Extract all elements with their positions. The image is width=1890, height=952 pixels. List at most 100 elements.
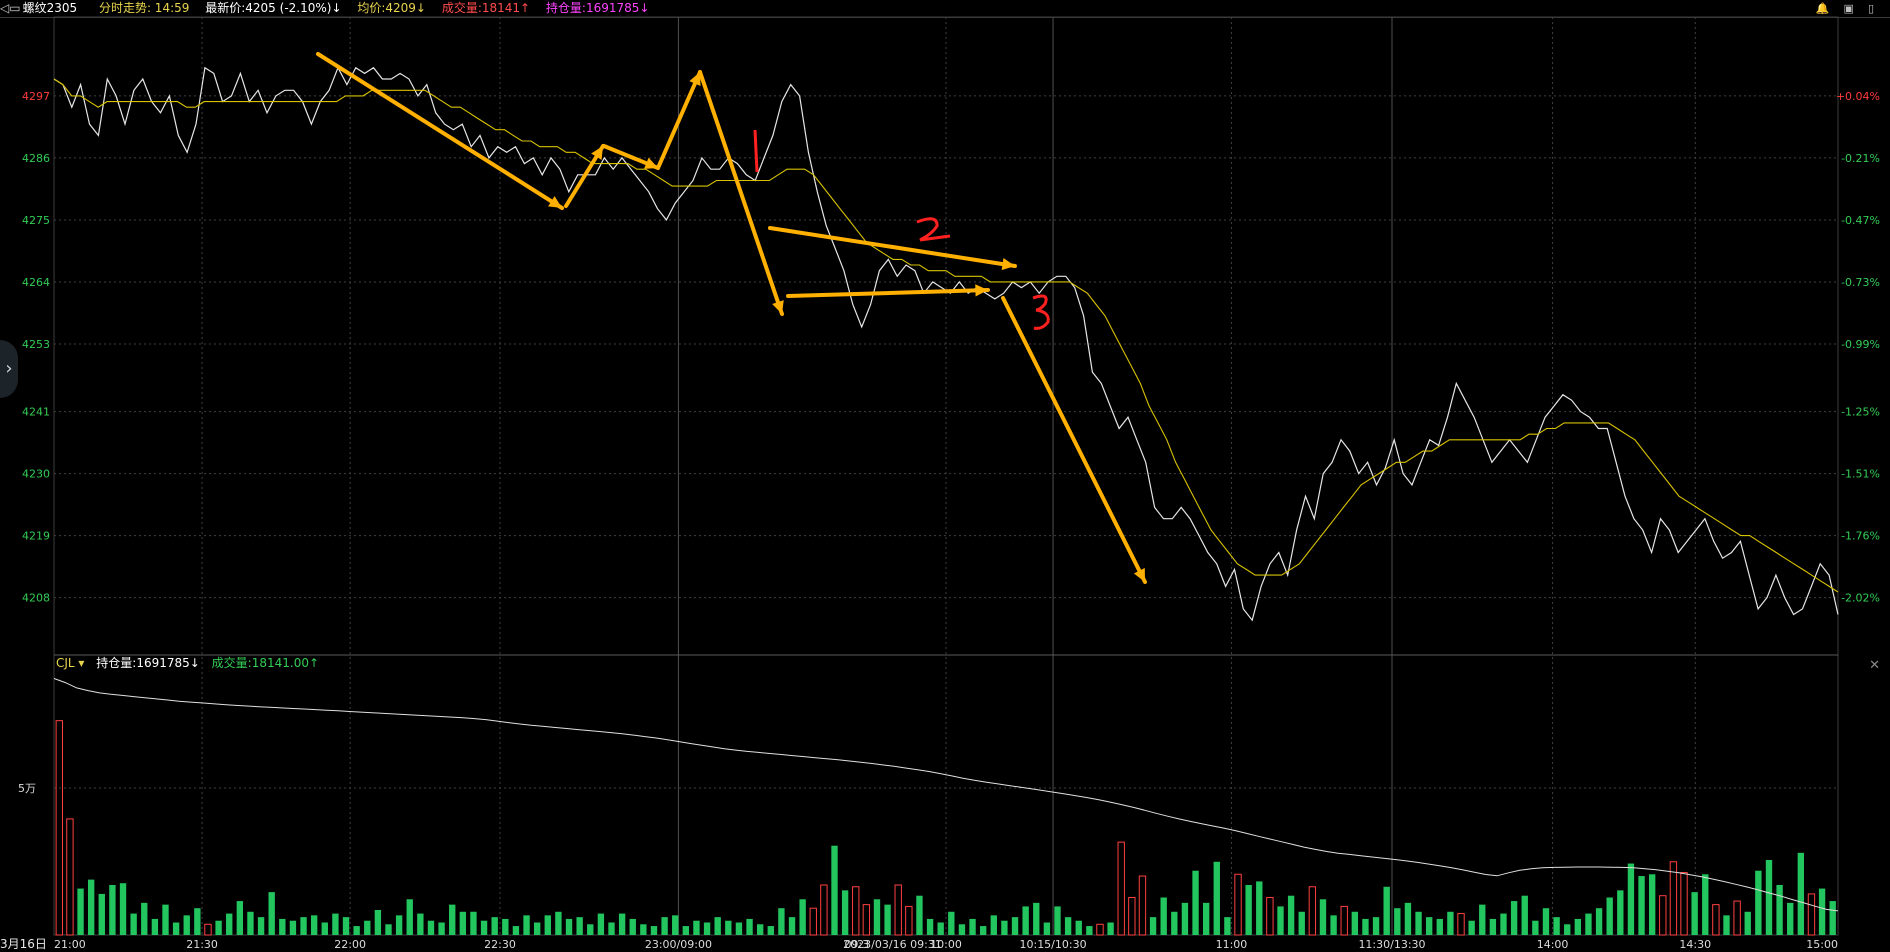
volume-bar — [523, 915, 530, 935]
close-icon[interactable]: ✕ — [1869, 658, 1880, 673]
volume-bar — [555, 911, 562, 935]
volume-bar — [1181, 902, 1189, 935]
volume-bar — [1723, 915, 1730, 935]
volume-bar — [544, 915, 551, 935]
volume-bar — [1054, 906, 1061, 935]
volume-bar — [77, 888, 84, 935]
volume-bar — [533, 922, 541, 935]
volume-bar — [1266, 896, 1274, 936]
volume-bar — [1606, 897, 1613, 935]
window-icon[interactable]: ▣ — [1843, 2, 1854, 15]
arrow-shaft — [1001, 296, 1147, 584]
volume-bar — [608, 922, 615, 935]
time-tick-label: 22:00 — [334, 938, 366, 951]
time-tick-label: 23:00/09:00 — [645, 938, 712, 951]
price-tick-label: 4253 — [22, 338, 50, 351]
volume-bar — [1277, 906, 1284, 935]
volume-bar — [1638, 876, 1645, 935]
arrow-shaft — [656, 70, 702, 170]
symbol-name[interactable]: 螺纹2305 — [22, 1, 78, 15]
volume-bar — [1553, 917, 1560, 935]
volume-bar — [141, 902, 148, 935]
avg-price: 均价:4209↓ — [357, 1, 426, 15]
volume-bar — [98, 893, 105, 935]
volume-bar — [1457, 913, 1465, 936]
volume-bar — [587, 924, 594, 935]
volume-bars — [55, 720, 1836, 936]
volume-bar — [629, 918, 636, 935]
volume-bar — [948, 911, 955, 935]
volume-bar — [1765, 859, 1773, 935]
volume-bar — [703, 922, 711, 935]
volume-bar — [1022, 906, 1029, 935]
volume-bar — [841, 890, 849, 935]
volume-bar — [1787, 902, 1794, 935]
volume-bar — [937, 922, 944, 935]
annotation-1 — [753, 129, 759, 173]
chevron-right-icon[interactable]: › — [0, 340, 18, 398]
volume-bar — [1712, 904, 1720, 936]
volume-bar — [1224, 917, 1231, 935]
annotation-2 — [916, 217, 951, 242]
arrow-head — [644, 157, 658, 169]
oi-series — [53, 678, 1839, 912]
bell-icon[interactable]: 🔔 — [1815, 2, 1830, 15]
volume-bar — [1680, 871, 1688, 936]
volume-bar — [438, 922, 445, 935]
volume-bar — [916, 895, 923, 935]
oi-line — [53, 678, 1839, 912]
volume-bar — [1776, 884, 1783, 935]
price-tick-label: 4275 — [22, 214, 50, 227]
volume-bar — [756, 924, 764, 935]
volume-bar — [926, 918, 934, 935]
time-tick-label: 10:15/10:30 — [1019, 938, 1086, 951]
vol-volume-label: 成交量:18141.00↑ — [211, 656, 320, 670]
volume-value: 成交量:18141↑ — [441, 1, 531, 15]
volume-bar — [1564, 924, 1571, 935]
volume-bar — [1308, 886, 1317, 936]
volume-bar — [172, 922, 180, 935]
volume-bar — [1372, 917, 1380, 935]
volume-bar — [597, 913, 605, 935]
volume-bar — [1138, 875, 1147, 936]
volume-bar — [735, 922, 743, 935]
volume-bar — [1149, 917, 1157, 935]
volume-bar — [767, 926, 774, 935]
volume-bar — [640, 924, 647, 935]
volume-bar — [788, 917, 796, 935]
volume-bar — [395, 915, 403, 935]
price-tick-label: 4297 — [22, 90, 50, 103]
indicator-select[interactable]: CJL ▾ — [56, 656, 85, 670]
volume-bar — [374, 909, 382, 935]
mode-label: 分时走势: 14:59 — [98, 1, 190, 15]
volume-bar — [1319, 899, 1327, 935]
volume-bar — [1064, 917, 1072, 935]
volume-bar — [1298, 911, 1305, 935]
volume-bar — [1500, 913, 1507, 935]
volume-bar — [332, 913, 339, 935]
time-tick-label: 11:00 — [1216, 938, 1248, 951]
volume-bar — [1404, 902, 1412, 935]
volume-bar — [990, 915, 997, 935]
volume-bar — [1362, 918, 1369, 935]
pct-tick-label: -0.21% — [1841, 152, 1880, 165]
volume-bar — [693, 920, 700, 935]
time-tick-label: 21:30 — [186, 938, 218, 951]
window-icon[interactable]: ▯ — [1867, 2, 1874, 15]
pct-tick-label: -1.25% — [1841, 406, 1880, 419]
volume-bar — [1033, 902, 1040, 935]
volume-bar — [1617, 890, 1624, 935]
volume-bar — [427, 920, 435, 935]
volume-bar — [852, 886, 860, 936]
volume-bar — [310, 915, 318, 935]
oi-value: 持仓量:1691785↓ — [545, 1, 650, 15]
back-icon[interactable]: ◁▭ — [0, 1, 21, 15]
volume-bar — [1447, 911, 1454, 935]
volume-bar — [300, 917, 307, 935]
time-tick-label: 10:00 — [930, 938, 962, 951]
volume-bar — [958, 924, 966, 935]
vol-tick-label: 5万 — [18, 782, 36, 795]
arrow-head — [1133, 568, 1145, 582]
volume-bar — [1521, 895, 1528, 935]
